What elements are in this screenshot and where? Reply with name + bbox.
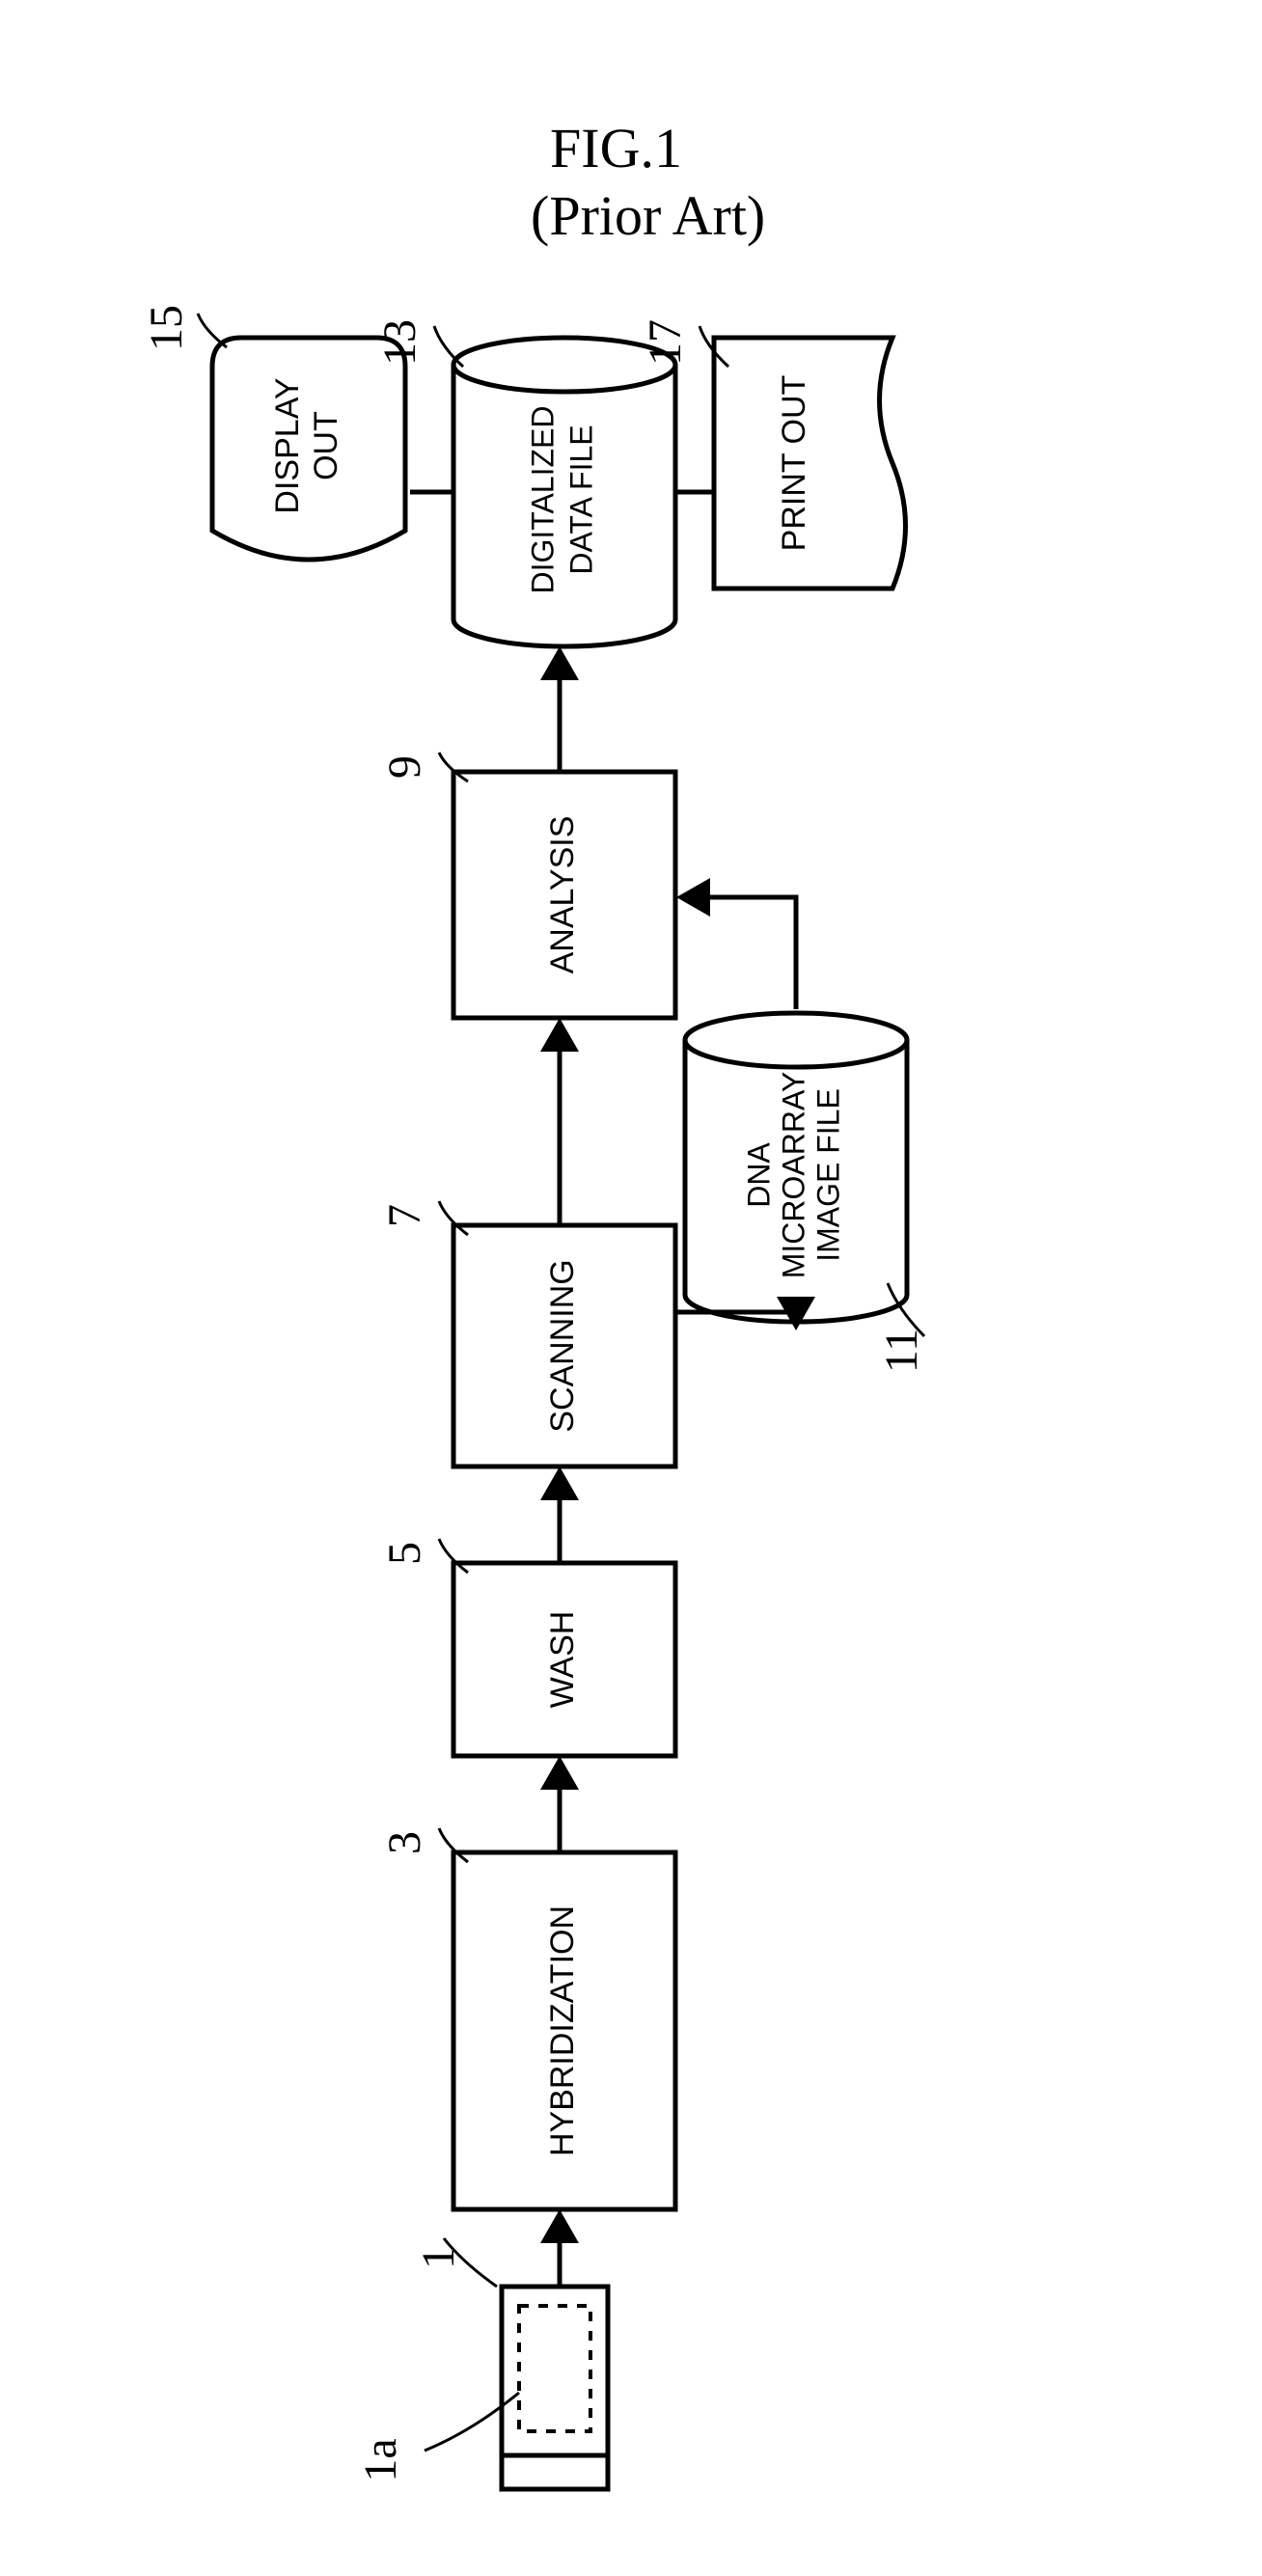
svg-text:DIGITALIZED: DIGITALIZED bbox=[525, 406, 560, 594]
svg-text:PRINT OUT: PRINT OUT bbox=[776, 375, 812, 552]
svg-text:13: 13 bbox=[374, 319, 425, 366]
svg-text:5: 5 bbox=[379, 1542, 430, 1565]
svg-text:ANALYSIS: ANALYSIS bbox=[544, 816, 581, 974]
svg-text:MICROARRAY: MICROARRAY bbox=[776, 1072, 810, 1279]
svg-text:1a: 1a bbox=[355, 2438, 406, 2481]
svg-text:IMAGE FILE: IMAGE FILE bbox=[810, 1088, 845, 1262]
svg-text:SCANNING: SCANNING bbox=[544, 1259, 581, 1432]
svg-text:3: 3 bbox=[379, 1831, 430, 1854]
svg-text:DATA FILE: DATA FILE bbox=[563, 425, 598, 574]
svg-text:17: 17 bbox=[640, 319, 691, 366]
diagram-svg: 1 1a HYBRIDIZATION 3 WASH 5 SCANNING 7 ANALYSIS 9… bbox=[39, 39, 1223, 2537]
svg-text:DISPLAY: DISPLAY bbox=[269, 377, 306, 513]
svg-text:11: 11 bbox=[876, 1329, 927, 1373]
svg-text:15: 15 bbox=[141, 305, 192, 351]
svg-text:7: 7 bbox=[379, 1204, 430, 1227]
svg-text:DNA: DNA bbox=[741, 1142, 776, 1208]
svg-text:HYBRIDIZATION: HYBRIDIZATION bbox=[544, 1905, 581, 2156]
svg-text:9: 9 bbox=[379, 755, 430, 779]
svg-text:WASH: WASH bbox=[544, 1611, 581, 1709]
svg-text:1: 1 bbox=[413, 2246, 464, 2269]
svg-text:OUT: OUT bbox=[308, 411, 344, 480]
diagram-container: 1 1a HYBRIDIZATION 3 WASH 5 SCANNING 7 ANALYSIS 9… bbox=[39, 39, 1223, 2537]
figure-title-line1: FIG.1 bbox=[550, 116, 682, 180]
figure-title-line2: (Prior Art) bbox=[531, 183, 765, 248]
